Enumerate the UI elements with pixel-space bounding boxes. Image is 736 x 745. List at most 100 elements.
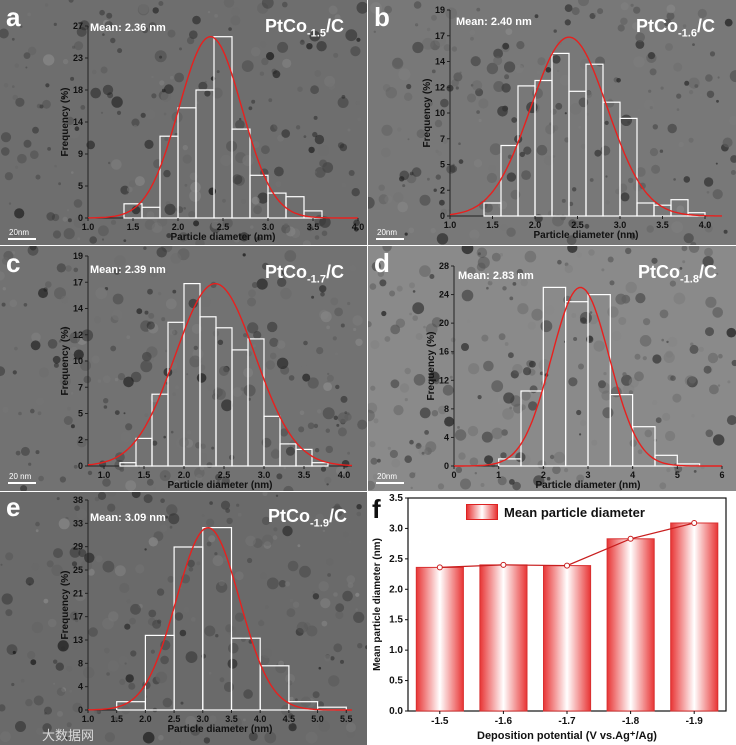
- texture-dot: [665, 350, 673, 358]
- x-axis-label: Deposition potential (V vs.Ag⁺/Ag): [477, 730, 657, 742]
- texture-dot: [460, 478, 471, 490]
- texture-dot: [159, 470, 171, 482]
- texture-dot: [566, 235, 577, 245]
- texture-dot: [476, 7, 481, 12]
- texture-dot: [248, 732, 258, 742]
- texture-dot: [436, 233, 449, 245]
- texture-dot: [635, 293, 646, 304]
- texture-dot: [476, 247, 488, 258]
- micrograph-texture: [368, 246, 736, 491]
- texture-dot: [311, 295, 315, 299]
- texture-dot: [684, 80, 690, 86]
- texture-dot: [322, 162, 334, 173]
- texture-dot: [5, 552, 14, 561]
- texture-dot: [652, 354, 662, 364]
- texture-dot: [705, 327, 714, 337]
- texture-dot: [209, 501, 213, 505]
- texture-dot: [102, 375, 111, 384]
- texture-dot: [349, 265, 357, 272]
- texture-dot: [649, 106, 653, 110]
- texture-dot: [683, 233, 694, 244]
- texture-dot: [618, 317, 627, 325]
- texture-dot: [322, 529, 326, 533]
- texture-dot: [553, 451, 566, 464]
- texture-dot: [437, 151, 442, 156]
- texture-dot: [314, 448, 320, 453]
- texture-dot: [341, 95, 346, 99]
- texture-dot: [218, 579, 225, 587]
- y-tick-label: 0: [440, 211, 445, 221]
- texture-dot: [409, 171, 414, 176]
- texture-dot: [346, 722, 356, 733]
- y-tick-label: 21: [73, 588, 83, 598]
- texture-dot: [705, 74, 713, 82]
- texture-dot: [73, 349, 84, 360]
- texture-dot: [415, 443, 422, 449]
- texture-dot: [378, 184, 385, 191]
- texture-dot: [642, 356, 647, 361]
- texture-dot: [152, 440, 158, 446]
- texture-dot: [671, 221, 683, 234]
- texture-dot: [378, 194, 389, 205]
- texture-dot: [164, 475, 167, 478]
- texture-dot: [676, 205, 685, 214]
- histogram-bar: [654, 454, 678, 467]
- texture-dot: [241, 60, 254, 72]
- texture-dot: [100, 66, 108, 74]
- texture-dot: [325, 445, 333, 454]
- texture-dot: [307, 377, 319, 389]
- texture-dot: [97, 492, 107, 500]
- histogram-bar: [259, 665, 290, 711]
- texture-dot: [61, 122, 69, 131]
- texture-dot: [148, 537, 158, 547]
- texture-dot: [261, 57, 269, 66]
- y-tick-label: 3.0: [389, 523, 403, 534]
- texture-dot: [690, 342, 694, 346]
- texture-dot: [103, 398, 109, 404]
- texture-dot: [100, 111, 104, 114]
- texture-dot: [257, 2, 269, 14]
- texture-dot: [216, 70, 220, 74]
- texture-dot: [421, 451, 425, 455]
- texture-dot: [260, 41, 267, 48]
- texture-dot: [159, 55, 163, 59]
- histogram-bar: [587, 293, 611, 467]
- texture-dot: [242, 155, 254, 167]
- texture-dot: [130, 371, 142, 383]
- texture-dot: [694, 84, 699, 88]
- histogram-bar: [619, 117, 638, 217]
- texture-dot: [356, 37, 361, 42]
- panel-c: 1.0 1.5 2.0 2.5 3.0 3.5 4.0 0 2 5 7 10 12 14 17 19 Parti…: [0, 246, 367, 491]
- texture-dot: [279, 428, 289, 437]
- texture-dot: [247, 557, 253, 564]
- texture-dot: [188, 567, 194, 572]
- texture-dot: [437, 261, 443, 267]
- texture-dot: [87, 470, 93, 476]
- texture-dot: [501, 429, 508, 436]
- texture-dot: [339, 466, 347, 475]
- texture-dot: [455, 86, 459, 90]
- texture-dot: [66, 209, 70, 212]
- texture-dot: [410, 486, 413, 490]
- texture-dot: [166, 233, 172, 239]
- texture-dot: [381, 310, 387, 317]
- texture-dot: [709, 384, 719, 395]
- texture-dot: [399, 383, 410, 393]
- texture-dot: [239, 117, 242, 121]
- texture-dot: [84, 552, 95, 563]
- texture-dot: [163, 270, 168, 275]
- texture-dot: [226, 517, 233, 525]
- texture-dot: [469, 457, 479, 466]
- texture-dot: [186, 373, 189, 376]
- texture-dot: [340, 659, 344, 664]
- bar: [543, 565, 592, 712]
- y-tick-label: 0: [78, 213, 83, 223]
- texture-dot: [346, 575, 356, 584]
- texture-dot: [300, 39, 304, 43]
- texture-dot: [114, 255, 126, 267]
- texture-dot: [333, 643, 343, 653]
- texture-dot: [545, 124, 556, 135]
- texture-dot: [234, 175, 245, 186]
- texture-dot: [434, 119, 443, 128]
- texture-dot: [223, 0, 235, 8]
